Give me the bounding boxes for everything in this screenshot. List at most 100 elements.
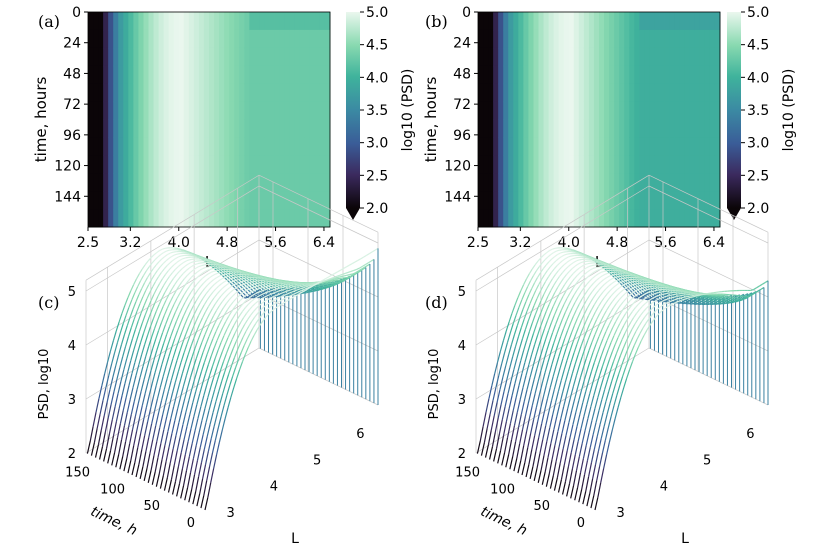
heatmap-cell [553, 173, 560, 192]
curve-segment [208, 286, 213, 291]
curve-segment [563, 298, 568, 305]
curve-segment [607, 263, 611, 266]
heatmap-cell [224, 12, 230, 31]
curve-segment [538, 262, 543, 268]
curve-segment [265, 285, 270, 288]
heatmap-cell [488, 173, 494, 192]
curve-segment [551, 324, 556, 333]
heatmap-cell [244, 65, 250, 85]
curve-segment [232, 341, 237, 349]
curve-segment [540, 455, 545, 471]
curve-segment [327, 278, 331, 281]
curve-segment [118, 395, 123, 409]
curve-segment [304, 290, 309, 293]
curve-segment [595, 266, 599, 269]
heatmap-cell [573, 65, 580, 85]
curve-segment [643, 329, 648, 336]
curve-segment [539, 348, 544, 359]
curve-segment [239, 311, 243, 317]
heatmap-cell [488, 47, 494, 67]
curve-segment [698, 294, 702, 296]
curve-segment [287, 295, 291, 298]
curve-segment [240, 345, 245, 353]
curve-segment [188, 443, 193, 457]
heatmap-cell [714, 83, 721, 103]
curve-segment [560, 464, 565, 480]
heatmap-cell [704, 12, 711, 31]
heatmap-cell [214, 155, 220, 174]
heatmap-cell [543, 12, 550, 31]
curve-segment [219, 307, 224, 314]
curve-segment [594, 364, 599, 374]
heatmap-cell [309, 12, 316, 31]
heatmap-cell [314, 137, 321, 156]
curve-segment [177, 300, 182, 307]
pane-gridline [85, 174, 260, 281]
curve-segment [623, 287, 627, 291]
curve-segment [556, 367, 561, 379]
curve-segment [217, 342, 222, 351]
curve-segment [158, 363, 163, 375]
heatmap-cell [168, 47, 175, 67]
curve-segment [549, 414, 554, 428]
curve-segment [578, 389, 583, 402]
curve-segment [195, 276, 199, 280]
curve-segment [587, 332, 592, 341]
heatmap-cell [709, 173, 716, 192]
curve-segment [291, 290, 296, 293]
curve-segment [90, 442, 95, 456]
heatmap-cell [493, 101, 499, 120]
heatmap-cell [319, 12, 326, 31]
curve-segment [211, 303, 216, 310]
heatmap-cell [249, 119, 255, 138]
curve-segment [247, 281, 252, 284]
heatmap-cell [578, 65, 585, 85]
curve-segment [647, 288, 651, 291]
curve-segment [242, 283, 246, 286]
heatmap-cell [528, 101, 534, 120]
curve-segment [179, 248, 183, 251]
heatmap-cell [689, 173, 696, 192]
curve-segment [572, 309, 577, 317]
heatmap-cell [113, 47, 119, 67]
curve-segment [721, 298, 725, 302]
curve-segment [556, 276, 560, 282]
heatmap-cell [173, 65, 180, 85]
curve-segment [170, 264, 175, 269]
curve-segment [596, 295, 601, 301]
heatmap-cell [568, 137, 575, 156]
curve-segment [197, 332, 202, 341]
curve-segment [557, 282, 562, 288]
curve-segment [645, 305, 650, 309]
heatmap-cell [198, 173, 205, 192]
curve-segment [547, 272, 552, 278]
heatmap-cell [128, 173, 134, 192]
curve-segment [621, 293, 626, 298]
heatmap-cell [714, 12, 721, 31]
curve-segment [265, 313, 269, 318]
heatmap-cell [148, 209, 155, 228]
curve-segment [547, 322, 552, 332]
curve-segment [306, 282, 310, 285]
curve-segment [589, 297, 594, 304]
heatmap-cell [88, 29, 94, 49]
x-tick-label: 4.0 [168, 235, 190, 251]
heatmap-cell [614, 137, 620, 156]
heatmap-cell [553, 191, 560, 210]
curve-segment [170, 406, 175, 420]
heatmap-cell [573, 173, 580, 192]
curve-segment [172, 274, 177, 279]
curve-segment [218, 429, 223, 443]
curve-segment [612, 266, 617, 269]
curve-segment [325, 276, 330, 279]
heatmap-cell [478, 137, 484, 156]
curve-segment [524, 286, 529, 294]
curve-segment [176, 483, 181, 497]
curve-segment [195, 266, 200, 269]
heatmap-cell [188, 155, 195, 174]
curve-segment [177, 361, 182, 373]
curve-segment [197, 371, 202, 382]
curve-segment [331, 272, 336, 276]
curve-segment [230, 307, 235, 313]
